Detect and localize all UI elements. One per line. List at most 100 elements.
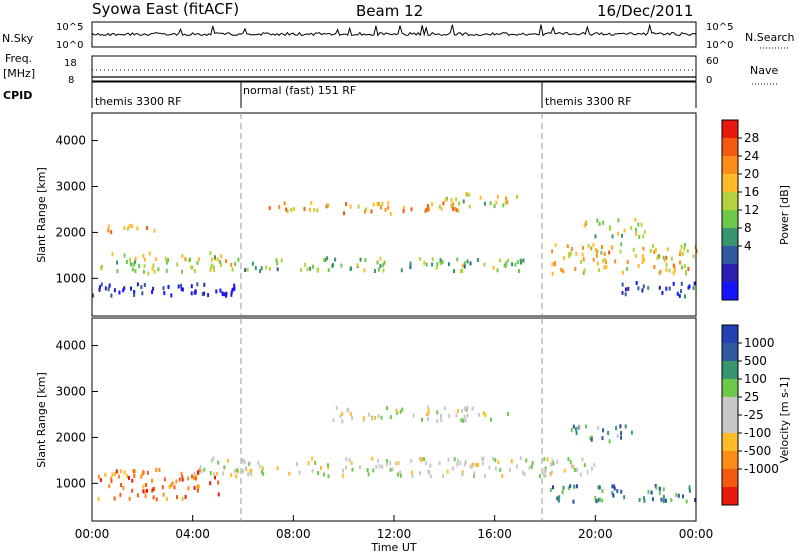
velocity-echo-cell	[257, 460, 260, 465]
power-echo-cell	[423, 260, 426, 265]
power-echo-cell	[640, 222, 643, 227]
velocity-echo-cell	[494, 466, 497, 471]
power-echo-cell	[468, 204, 471, 209]
velocity-echo-cell	[427, 469, 430, 474]
power-colorbar-cell	[722, 282, 738, 301]
power-echo-cell	[652, 244, 654, 249]
velocity-echo-cell	[161, 485, 164, 490]
velocity-echo-cell	[223, 465, 226, 470]
power-echo-cell	[107, 224, 110, 229]
velocity-echo-cell	[481, 461, 484, 466]
velocity-echo-cell	[151, 478, 153, 483]
velocity-echo-cell	[598, 485, 601, 490]
velocity-echo-cell	[456, 458, 459, 463]
power-echo-cell	[365, 207, 368, 212]
power-echo-cell	[431, 257, 434, 262]
power-echo-cell	[641, 260, 644, 264]
velocity-echo-cell	[551, 458, 554, 463]
velocity-echo-cell	[153, 486, 156, 491]
velocity-echo-cell	[377, 458, 380, 463]
power-echo-cell	[623, 228, 626, 233]
power-echo-cell	[595, 253, 598, 258]
velocity-echo-cell	[196, 470, 199, 475]
velocity-echo-cell	[436, 419, 439, 424]
power-echo-cell	[212, 265, 215, 270]
velocity-echo-cell	[483, 473, 486, 478]
velocity-echo-cell	[226, 458, 229, 463]
velocity-echo-cell	[401, 407, 404, 412]
power-echo-cell	[503, 263, 506, 268]
power-echo-cell	[176, 262, 179, 267]
power-echo-cell	[672, 271, 675, 276]
velocity-echo-cell	[307, 461, 310, 466]
power-echo-cell	[493, 204, 496, 209]
velocity-echo-cell	[396, 472, 399, 477]
power-echo-cell	[181, 254, 184, 258]
power-echo-cell	[213, 268, 215, 273]
velocity-echo-cell	[368, 412, 371, 417]
power-echo-cell	[642, 234, 645, 239]
power-echo-cell	[381, 201, 384, 206]
velocity-echo-cell	[689, 488, 691, 493]
velocity-echo-cell	[276, 466, 279, 471]
power-echo-cell	[505, 196, 508, 201]
velocity-echo-cell	[110, 476, 113, 481]
velocity-echo-cell	[469, 464, 472, 469]
power-echo-cell	[334, 257, 337, 262]
velocity-echo-cell	[463, 462, 466, 467]
power-echo-cell	[463, 264, 466, 269]
velocity-echo-cell	[427, 408, 430, 413]
power-echo-cell	[181, 287, 184, 292]
power-echo-cell	[107, 287, 110, 292]
power-echo-cell	[225, 293, 228, 298]
power-echo-cell	[233, 283, 236, 288]
velocity-echo-cell	[492, 456, 495, 461]
power-echo-cell	[507, 258, 510, 263]
power-echo-cell	[581, 246, 584, 250]
power-echo-cell	[409, 265, 412, 270]
velocity-colorbar-cell	[722, 343, 738, 362]
power-echo-cell	[653, 250, 656, 255]
power-echo-cell	[304, 262, 307, 267]
velocity-echo-cell	[677, 493, 680, 498]
power-echo-cell	[605, 260, 607, 265]
power-echo-cell	[583, 268, 586, 273]
velocity-echo-cell	[523, 472, 526, 477]
velocity-echo-cell	[311, 468, 314, 473]
velocity-echo-cell	[597, 426, 600, 430]
power-colorbar-ticks: 28 24 20 16 12 8 4	[738, 131, 759, 253]
power-echo-cell	[602, 259, 605, 264]
power-echo-cell	[445, 196, 448, 201]
power-echo-cell	[400, 268, 403, 273]
power-echo-cell	[231, 267, 234, 272]
velocity-echo-cell	[575, 431, 578, 436]
power-echo-cell	[251, 261, 254, 266]
power-echo-cell	[665, 255, 668, 260]
power-echo-cell	[219, 288, 222, 293]
power-echo-cell	[621, 270, 624, 275]
power-echo-cell	[582, 271, 585, 275]
power-echo-cell	[659, 269, 662, 274]
velocity-echo-cell	[298, 470, 301, 475]
power-echo-cell	[191, 265, 194, 270]
velocity-echo-cell	[488, 465, 491, 470]
power-echo-cell	[167, 285, 170, 289]
power-echo-cell	[431, 202, 434, 207]
velocity-colorbar-tick-label: 500	[744, 354, 767, 368]
power-echo-cell	[516, 194, 518, 199]
velocity-colorbar-tick-label: -100	[744, 426, 771, 440]
power-echo-cell	[641, 254, 644, 258]
power-echo-cell	[658, 285, 661, 290]
velocity-echo-cell	[464, 418, 467, 423]
velocity-echo-cell	[348, 457, 351, 462]
velocity-echo-cell	[499, 467, 502, 472]
power-echo-cell	[130, 286, 132, 291]
velocity-echo-cell	[399, 470, 402, 475]
power-colorbar: 28 24 20 16 12 8 4 Power [dB]	[721, 119, 791, 301]
power-echo-cell	[566, 244, 569, 249]
power-echo-cell	[203, 282, 206, 287]
nsearch-tick-low: 10^0	[706, 40, 733, 51]
velocity-echo-cell	[557, 498, 560, 503]
velocity-echo-cell	[607, 431, 610, 435]
velocity-echo-cell	[662, 487, 665, 492]
